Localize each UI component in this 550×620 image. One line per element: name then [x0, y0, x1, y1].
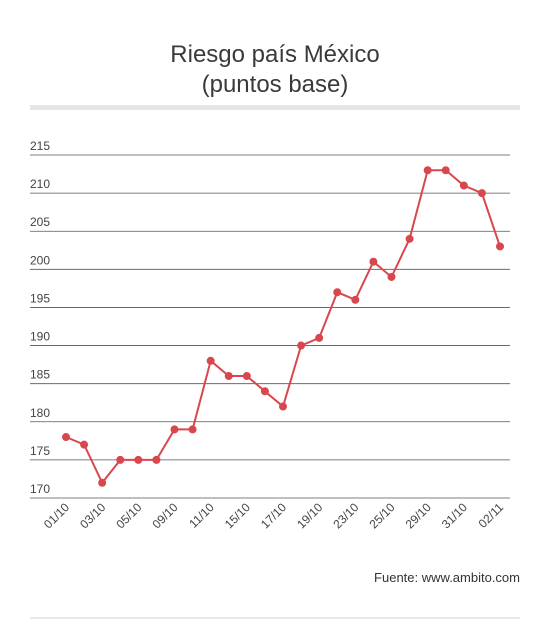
data-point-22 — [459, 181, 468, 190]
data-point-1 — [80, 440, 89, 449]
x-tick-label: 15/10 — [222, 500, 253, 531]
y-tick-label: 210 — [30, 177, 50, 191]
y-tick-label: 205 — [30, 215, 50, 229]
data-point-3 — [116, 455, 125, 464]
data-point-13 — [297, 341, 306, 350]
chart-title-line-1: Riesgo país México — [170, 41, 380, 68]
data-point-2 — [98, 478, 107, 487]
data-point-8 — [206, 356, 215, 365]
data-point-7 — [188, 425, 197, 434]
x-tick-label: 25/10 — [366, 500, 397, 531]
data-point-17 — [369, 257, 378, 266]
data-point-9 — [224, 372, 233, 381]
chart-title: Riesgo país México (puntos base) — [0, 40, 550, 100]
x-tick-label: 02/11 — [476, 500, 507, 531]
footer-divider — [30, 617, 520, 619]
line-chart: 170 175 180 185 190 195 200 205 210 215 01/10 03/10… — [30, 139, 510, 531]
y-tick-label: 175 — [30, 444, 50, 458]
y-tick-label: 185 — [30, 368, 50, 382]
y-tick-label: 195 — [30, 291, 50, 305]
data-point-10 — [242, 372, 251, 381]
x-tick-label: 19/10 — [294, 500, 325, 531]
source-credit: Fuente: www.ambito.com — [374, 570, 520, 585]
x-tick-label: 23/10 — [330, 500, 361, 531]
series-line — [65, 169, 501, 485]
y-tick-label: 215 — [30, 139, 50, 153]
data-point-14 — [315, 333, 324, 342]
x-tick-label: 01/10 — [41, 500, 72, 531]
x-tick-label: 03/10 — [77, 500, 108, 531]
data-point-15 — [333, 288, 342, 297]
data-point-18 — [387, 272, 396, 281]
x-tick-label: 29/10 — [403, 500, 434, 531]
data-point-12 — [279, 402, 287, 411]
y-tick-label: 190 — [30, 330, 50, 344]
data-point-0 — [62, 433, 70, 442]
header-divider — [30, 105, 520, 110]
data-point-23 — [477, 189, 486, 198]
data-point-6 — [170, 425, 179, 434]
x-tick-label: 11/10 — [186, 500, 217, 531]
data-point-20 — [423, 166, 432, 175]
data-point-11 — [260, 387, 269, 396]
data-point-19 — [405, 234, 414, 243]
x-tick-label: 09/10 — [149, 500, 180, 531]
x-tick-label: 05/10 — [113, 500, 144, 531]
data-point-4 — [134, 455, 143, 464]
x-tick-label: 31/10 — [439, 500, 470, 531]
data-point-21 — [441, 166, 450, 175]
y-tick-label: 200 — [30, 253, 50, 267]
y-tick-label: 180 — [30, 406, 50, 420]
data-point-16 — [351, 295, 360, 304]
data-point-24 — [496, 242, 504, 251]
x-tick-label: 17/10 — [258, 500, 289, 531]
chart-title-line-2: (puntos base) — [201, 71, 349, 98]
data-point-5 — [152, 455, 161, 464]
y-tick-label: 170 — [30, 482, 50, 496]
